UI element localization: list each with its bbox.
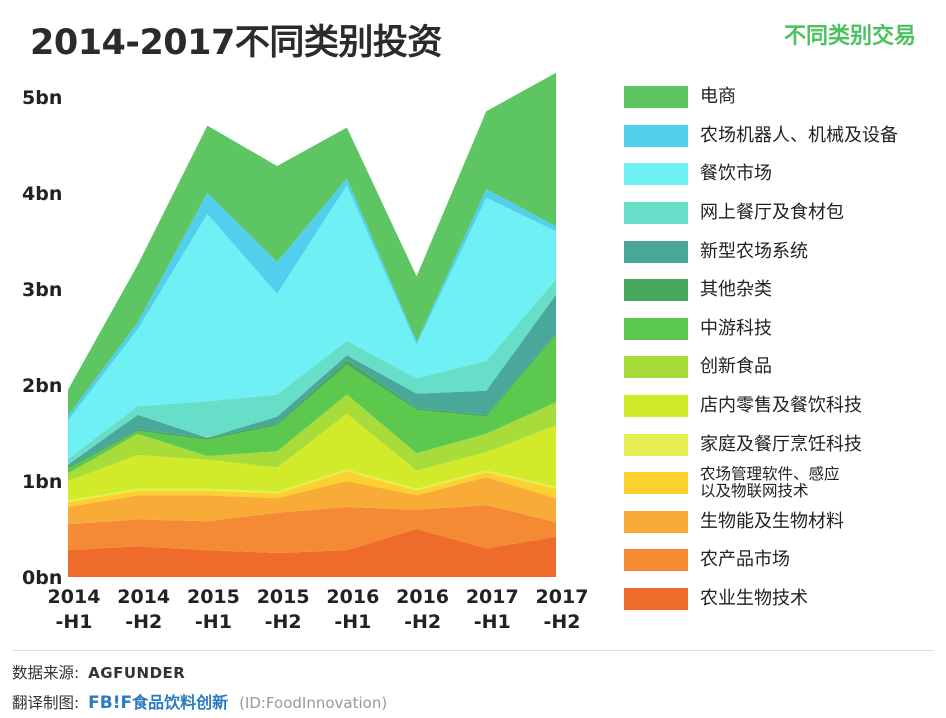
legend-swatch [624,433,688,456]
area-series-13 [68,72,556,416]
x-tick-year: 2016 [326,586,379,608]
legend-label: 农产品市场 [700,549,790,571]
agfunder-logo: AGFUNDER [88,664,186,682]
translator-name: 食品饮料创新 [132,693,229,712]
x-tick-label: 2017 -H1 [466,586,519,633]
area-series-1 [68,505,556,553]
legend-item: 农业生物技术 [624,580,924,619]
source-label: 数据来源: [12,664,80,682]
x-tick-half: -H2 [125,611,162,633]
area-series-group [68,72,556,577]
x-tick-label: 2016 -H2 [396,586,449,633]
legend-item: 网上餐厅及食材包 [624,194,924,233]
legend-swatch [624,317,688,340]
legend-item: 农产品市场 [624,541,924,580]
x-tick-half: -H1 [474,611,511,633]
legend-swatch [624,395,688,418]
legend-label: 餐饮市场 [700,163,772,185]
legend-label: 农业生物技术 [700,588,808,610]
legend-item: 农场机器人、机械及设备 [624,117,924,156]
legend-swatch [624,279,688,302]
legend-label: 新型农场系统 [700,240,808,262]
x-tick-year: 2017 [536,586,589,608]
x-tick-half: -H1 [195,611,232,633]
legend-swatch [624,472,688,495]
area-series-5 [68,413,556,501]
x-axis-ticks: 2014 -H1 2014 -H2 2015 -H1 2015 -H2 2016 -H1 2016 -… [48,586,589,633]
legend-swatch [624,549,688,572]
area-series-3 [68,471,556,507]
legend: 电商农场机器人、机械及设备 餐饮市场网上餐厅及食材包 新型农场系统 其他杂类中游科技创… [624,78,924,618]
x-tick-label: 2015 -H2 [257,586,310,633]
legend-label: 店内零售及餐饮科技 [700,395,862,417]
x-tick-half: -H2 [265,611,302,633]
stacked-area-chart: 0bn 1bn 2bn 3bn 4bn 5bn 2014 -H1 2014 -H2 2015 -H1… [22,72,589,633]
y-tick-label: 1bn [22,471,62,493]
legend-swatch [624,510,688,533]
legend-swatch [624,86,688,109]
page-title: 2014-2017不同类别投资 [30,23,442,63]
legend-swatch [624,124,688,147]
legend-swatch [624,240,688,263]
x-tick-label: 2015 -H1 [187,586,240,633]
y-tick-label: 2bn [22,375,62,397]
legend-label: 家庭及餐厅烹饪科技 [700,433,862,455]
x-tick-year: 2015 [257,586,310,608]
x-tick-year: 2014 [117,586,170,608]
x-tick-year: 2015 [187,586,240,608]
legend-item: 新型农场系统 [624,232,924,271]
legend-item: 餐饮市场 [624,155,924,194]
x-tick-year: 2017 [466,586,519,608]
legend-item: 其他杂类 [624,271,924,310]
legend-label: 农场管理软件、感应 以及物联网技术 [700,465,840,501]
area-series-12 [68,178,556,421]
x-tick-half: -H2 [543,611,580,633]
y-tick-label: 5bn [22,87,62,109]
legend-item: 生物能及生物材料 [624,503,924,542]
area-series-0 [68,529,556,577]
legend-swatch [624,356,688,379]
area-series-6 [68,394,556,481]
legend-label: 其他杂类 [700,279,772,301]
legend-label: 电商 [700,86,736,108]
legend-label: 生物能及生物材料 [700,510,844,532]
x-tick-label: 2017 -H2 [536,586,589,633]
x-tick-label: 2016 -H1 [326,586,379,633]
legend-item: 中游科技 [624,310,924,349]
legend-swatch [624,163,688,186]
legend-item: 电商 [624,78,924,117]
source-line: 数据来源: AGFUNDER [12,661,185,683]
legend-label: 创新食品 [700,356,772,378]
x-tick-half: -H1 [334,611,371,633]
legend-item: 农场管理软件、感应 以及物联网技术 [624,464,924,503]
y-tick-label: 0bn [22,567,62,589]
legend-item: 创新食品 [624,348,924,387]
legend-swatch [624,588,688,611]
y-tick-label: 4bn [22,183,62,205]
chart-subtitle: 不同类别交易 [783,24,916,49]
fbif-logo: FB!F [88,693,133,713]
x-tick-half: -H2 [404,611,441,633]
y-axis-ticks: 0bn 1bn 2bn 3bn 4bn 5bn [22,87,62,589]
area-series-2 [68,477,556,525]
x-tick-half: -H1 [55,611,92,633]
x-tick-label: 2014 -H1 [48,586,101,633]
x-tick-year: 2014 [48,586,101,608]
translator-label: 翻译制图: [12,694,80,712]
translator-line: 翻译制图: FB!F食品饮料创新 (ID:FoodInnovation) [12,689,387,713]
area-series-10 [68,279,556,465]
legend-swatch [624,202,688,225]
area-series-7 [68,335,556,474]
footer-divider [12,650,934,651]
x-tick-label: 2014 -H2 [117,586,170,633]
x-tick-year: 2016 [396,586,449,608]
legend-label: 中游科技 [700,317,772,339]
translator-id: (ID:FoodInnovation) [239,694,388,712]
y-tick-label: 3bn [22,279,62,301]
legend-label: 网上餐厅及食材包 [700,202,844,224]
legend-item: 家庭及餐厅烹饪科技 [624,425,924,464]
legend-label: 农场机器人、机械及设备 [700,124,898,146]
legend-item: 店内零售及餐饮科技 [624,387,924,426]
area-series-11 [68,185,556,459]
